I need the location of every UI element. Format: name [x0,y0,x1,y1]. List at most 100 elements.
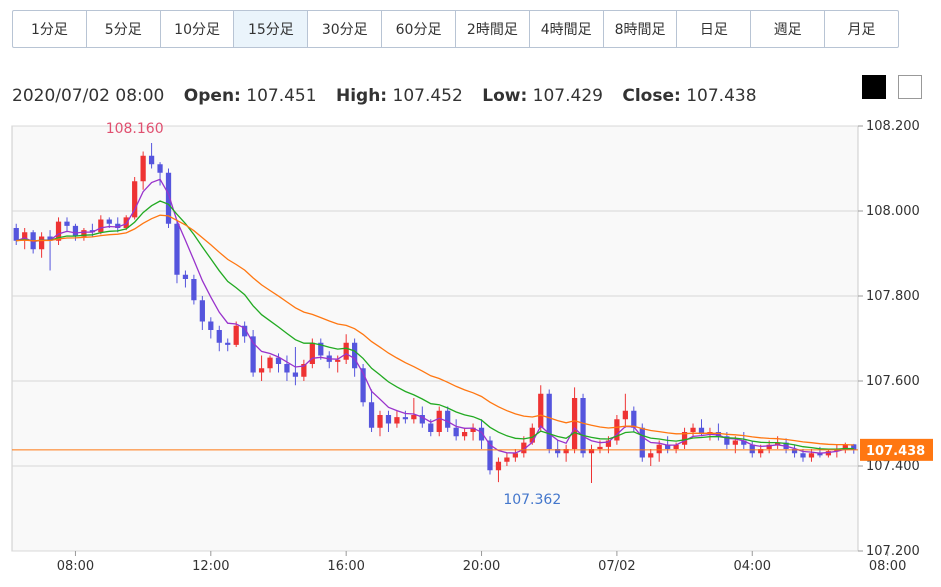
candle-body [495,461,502,471]
candle-body [614,419,620,441]
x-tick-label: 04:00 [734,559,771,574]
candle-body [775,442,781,445]
candle-body [605,440,612,447]
candle-body [428,423,434,432]
candle-body [352,342,358,369]
current-price-badge [860,438,933,461]
candle-body [72,225,79,237]
candle-body [571,398,578,449]
candle-body [309,342,315,364]
y-tick-label: 107.400 [866,459,920,474]
candle-body [267,357,273,369]
tab-timeframe[interactable]: 15分足 [234,11,309,47]
dark-theme-button[interactable] [862,75,886,99]
candle-body [698,427,705,435]
high-label: High: [335,86,388,106]
candle-body [208,321,214,330]
candle-body [148,155,155,165]
plot-area [11,125,859,552]
candle-body [22,232,28,241]
candle-body [318,342,324,356]
candle-body [140,155,146,182]
open-label: Open: [183,86,241,106]
candle-body [89,230,95,233]
candle-body [377,415,383,428]
candle-body [216,330,222,343]
candle-body [817,453,823,456]
candle-body [191,279,197,301]
candle-body [385,415,392,424]
ohlc-readout: 2020/07/02 08:00 Open: 107.451 High: 107… [12,86,757,106]
y-tick-label: 107.600 [866,374,920,389]
candle-body [741,440,747,445]
candle-body [13,228,19,241]
candle-body [842,444,848,449]
high-annotation: 108.160 [106,121,164,137]
close-label: Close: [622,86,681,106]
candle-body [343,342,349,360]
candle-body [64,221,70,226]
candle-body [758,449,764,454]
candle-body [199,300,205,322]
candle-body [715,432,722,437]
y-tick-label: 107.800 [866,289,920,304]
x-tick-label: 20:00 [463,559,500,574]
candle-body [55,221,62,241]
candle-body [470,427,476,432]
tab-timeframe[interactable]: 月足 [847,22,876,38]
ohlc-datetime: 2020/07/02 08:00 [12,86,165,106]
candle-body [445,410,451,428]
candle-body [411,415,417,420]
candle-body [453,427,459,437]
candle-body [538,393,544,428]
candle-body [132,181,138,218]
candle-body [487,440,493,471]
candle-body [825,451,832,456]
candle-body [732,440,738,445]
candle-body [394,417,400,424]
candle-body [436,410,442,432]
candle-body [478,427,485,441]
tab-timeframe[interactable]: 5分足 [87,11,161,47]
close-value: 107.438 [686,86,757,106]
tab-timeframe[interactable]: 10分足 [161,11,235,47]
x-tick-label: 08:00 [869,559,906,574]
candle-body [631,410,637,428]
light-theme-button[interactable] [898,75,922,99]
candle-body [106,219,112,224]
candle-body [165,172,172,224]
candle-body [724,436,730,445]
candle-body [681,432,688,445]
tab-timeframe[interactable]: 60分足 [382,11,456,47]
tab-timeframe[interactable]: 4時間足 [530,11,604,47]
candle-body [182,274,189,279]
tab-timeframe[interactable]: 8時間足 [604,11,678,47]
candle-body [546,393,552,449]
candle-body [749,444,755,454]
low-label: Low: [482,86,528,106]
candle-body [665,444,671,449]
candle-body [512,453,518,458]
candle-body [174,223,180,275]
candle-body [690,427,696,432]
candle-body [38,236,45,250]
tab-timeframe[interactable]: 日足 [677,11,752,47]
low-value: 107.429 [532,86,603,106]
tab-timeframe[interactable]: 週足 [751,11,826,47]
candle-body [157,164,163,173]
candle-body [360,368,366,403]
y-tick-label: 107.200 [866,544,920,559]
candle-body [504,457,510,462]
high-value: 107.452 [392,86,463,106]
candle-body [242,325,248,337]
tab-timeframe[interactable]: 2時間足 [456,11,530,47]
candle-body [233,325,239,345]
tab-timeframe[interactable]: 1分足 [13,11,87,47]
candle-body [673,444,679,449]
candle-body [622,410,628,420]
open-value: 107.451 [246,86,317,106]
candle-body [791,449,798,454]
tab-timeframe[interactable]: 30分足 [308,11,383,47]
low-annotation: 107.362 [503,492,561,508]
